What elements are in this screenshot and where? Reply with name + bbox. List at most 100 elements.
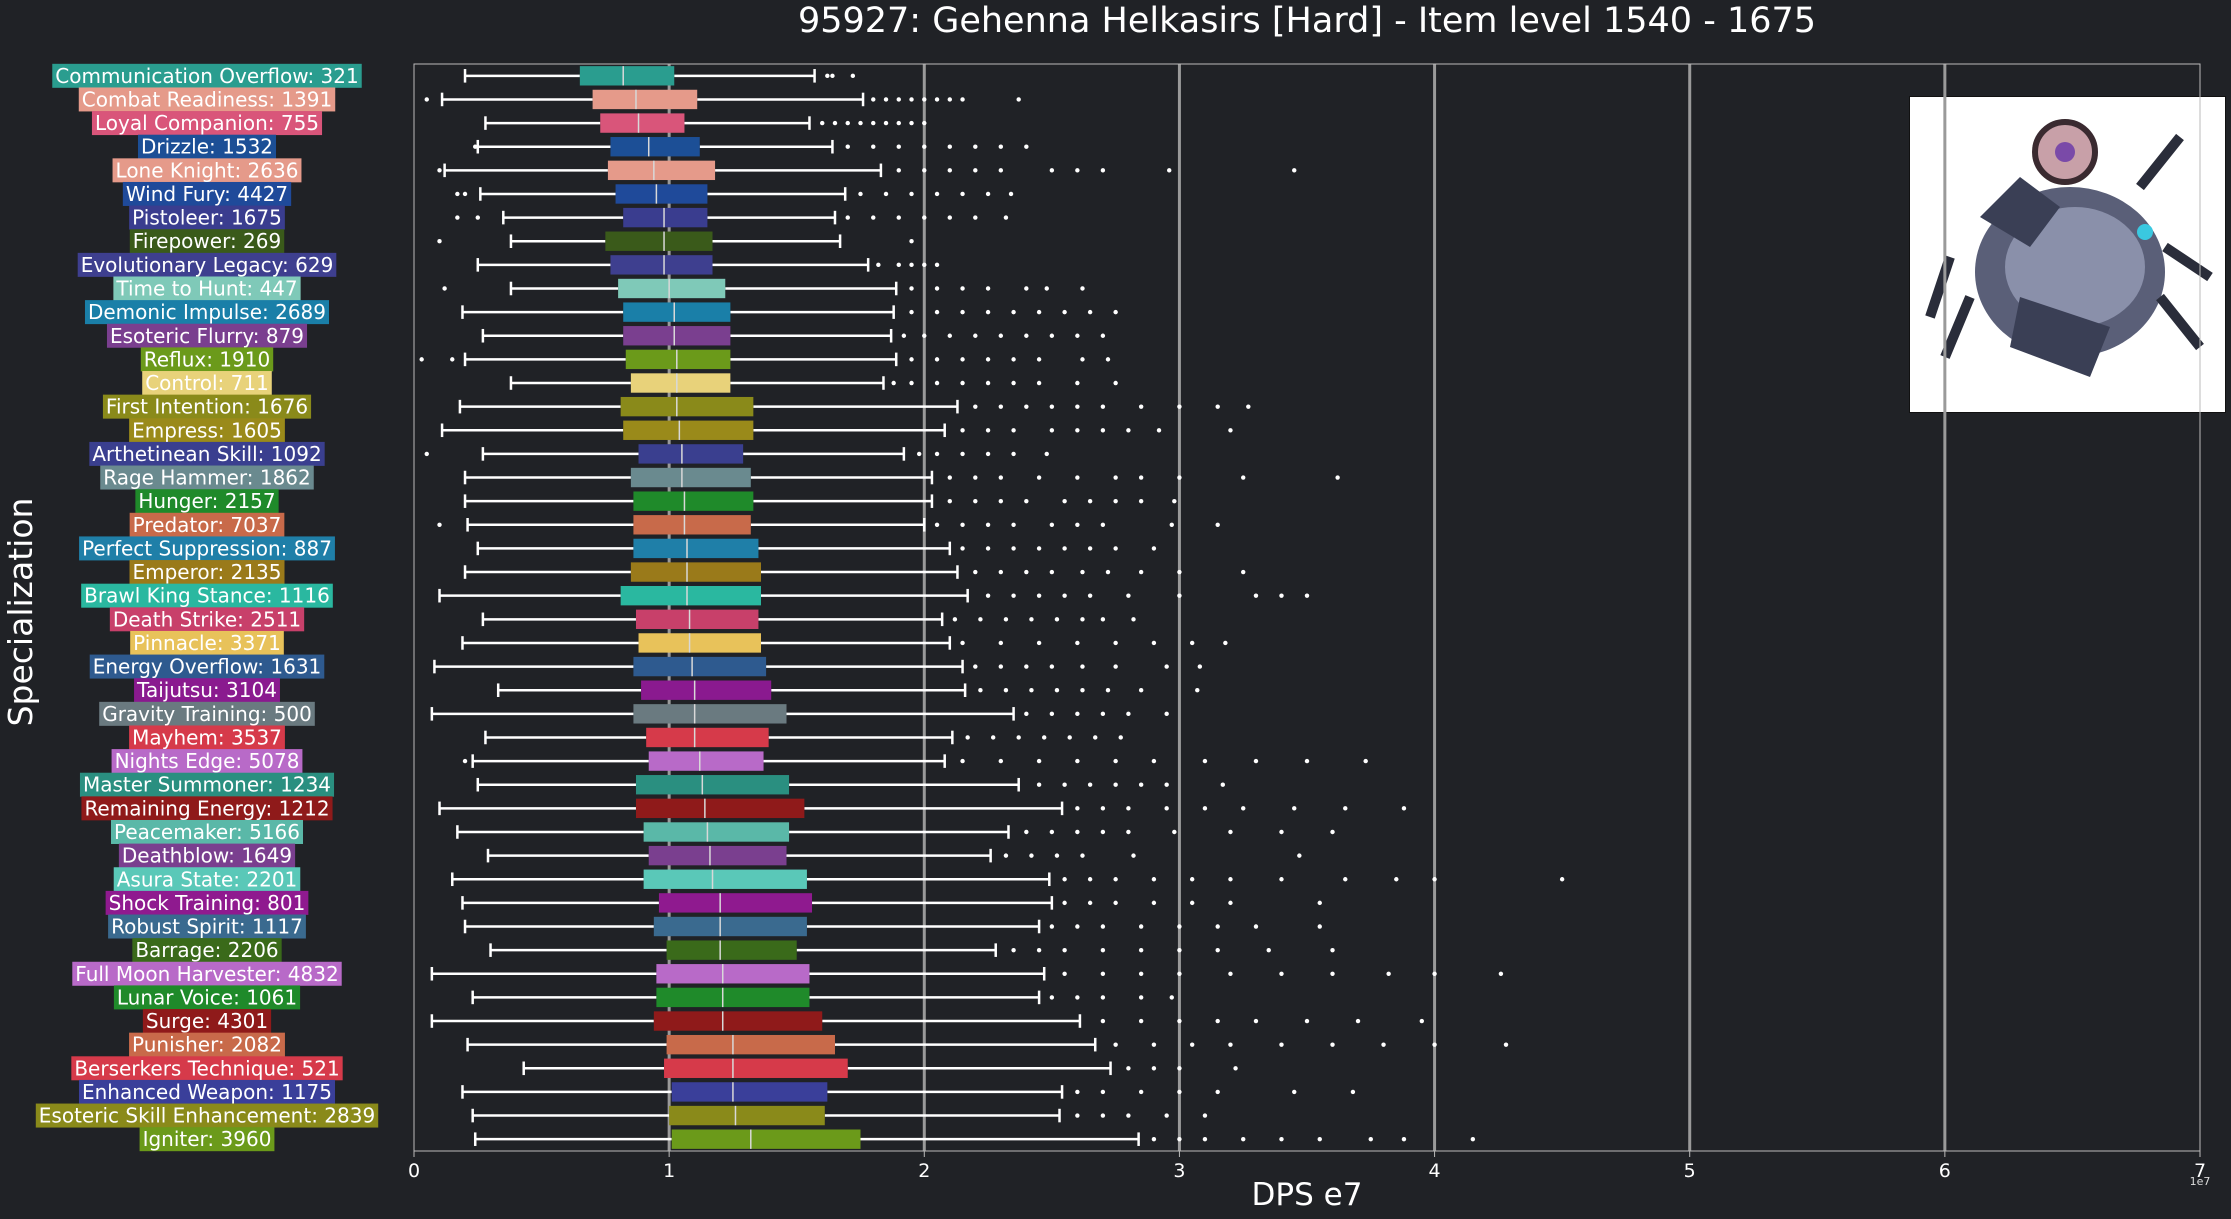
box [656, 987, 810, 1008]
outlier-point [1292, 168, 1297, 173]
box-row [461, 893, 1322, 913]
outlier-point [1049, 333, 1055, 338]
outlier-point [1215, 947, 1220, 953]
box [635, 609, 759, 630]
outlier-point [960, 357, 965, 362]
outlier-point [896, 120, 901, 126]
outlier-point [1024, 286, 1029, 291]
outlier-point [1292, 1089, 1297, 1095]
grid-lines [413, 64, 2201, 1157]
outlier-point [871, 215, 876, 220]
outlier-point [1297, 853, 1302, 858]
y-tick-label: Emperor: 2135 [132, 560, 281, 584]
outlier-point [1138, 1089, 1144, 1095]
outlier-point [973, 144, 978, 149]
y-tick-label-bg [99, 701, 315, 726]
outlier-point [922, 333, 927, 338]
outlier-point [1036, 380, 1042, 386]
x-tick-label: 7 [2194, 1160, 2206, 1182]
y-tick-label-group: Master Summoner: 1234 [79, 772, 335, 797]
y-tick-label-bg [72, 961, 342, 986]
box-row [466, 1034, 1509, 1055]
outlier-point [934, 309, 940, 315]
outlier-point [1024, 664, 1029, 669]
y-tick-label-group: Taijutsu: 3104 [134, 678, 280, 703]
outlier-point [1008, 191, 1014, 197]
outlier-point [922, 97, 927, 102]
y-tick-label: Communication Overflow: 321 [55, 64, 358, 88]
outlier-point [1113, 380, 1118, 386]
y-tick-label-group: Loyal Companion: 755 [91, 111, 323, 136]
outlier-point [1228, 877, 1233, 882]
x-tick-label: 3 [1173, 1160, 1185, 1182]
y-tick-label-group: Evolutionary Legacy: 629 [77, 252, 337, 277]
outlier-point [1279, 1136, 1284, 1142]
y-tick-label-bg [129, 512, 285, 537]
outlier-point [1215, 522, 1220, 527]
outlier-point [947, 168, 952, 173]
outlier-point [1100, 806, 1106, 811]
outlier-point [1330, 1042, 1335, 1047]
outlier-point [1049, 995, 1055, 1000]
y-tick-label: Empress: 1605 [132, 418, 282, 442]
outlier-point [1189, 900, 1195, 906]
outlier-point [1036, 546, 1042, 551]
outlier-point [1304, 758, 1310, 764]
outlier-point [1138, 971, 1144, 976]
outlier-point [909, 380, 914, 386]
outlier-point [1138, 947, 1144, 953]
y-tick-label-group: Robust Spirit: 1117 [108, 914, 306, 939]
outlier-point [1016, 735, 1021, 740]
outlier-point [1343, 806, 1348, 811]
outlier-point [896, 262, 901, 268]
outlier-point [419, 357, 424, 362]
box [648, 845, 787, 866]
outlier-point [1087, 498, 1093, 504]
outlier-point [1075, 428, 1080, 433]
box-row [430, 704, 1169, 724]
y-tick-label-bg [52, 63, 362, 88]
outlier-point [1279, 829, 1284, 835]
outlier-point [1138, 569, 1144, 575]
outlier-point [1100, 971, 1106, 976]
y-tick-label-group: Demonic Impulse: 2689 [84, 300, 330, 325]
y-tick-label-group: Enhanced Weapon: 1175 [78, 1079, 336, 1104]
outlier-point [850, 73, 856, 79]
outlier-point [978, 688, 983, 693]
outlier-point [1113, 546, 1118, 551]
outlier-point [998, 333, 1004, 338]
y-tick-label-bg [129, 229, 285, 254]
box-row [437, 231, 914, 251]
outlier-point [1044, 451, 1049, 457]
outlier-point [1075, 475, 1080, 480]
outlier-point [1075, 924, 1080, 929]
y-tick-label-bg [78, 87, 336, 112]
x-tick-labels: 0 1 2 3 4 5 6 7 [408, 1160, 2206, 1182]
outlier-point [1075, 1089, 1080, 1095]
box-row [437, 160, 1297, 181]
outlier-point [437, 522, 442, 527]
y-tick-label-group: Time to Hunt: 447 [113, 276, 301, 301]
outlier-point [916, 451, 922, 457]
outlier-point [1177, 971, 1182, 976]
box-row [484, 727, 1123, 748]
box-row [430, 964, 1504, 984]
outlier-point [973, 404, 978, 409]
outlier-point [973, 168, 978, 173]
outlier-point [1011, 380, 1016, 386]
outlier-point [1113, 877, 1118, 882]
outlier-point [1279, 877, 1284, 882]
outlier-point [1080, 357, 1085, 362]
y-tick-label: Esoteric Flurry: 879 [110, 324, 304, 348]
outlier-point [1189, 640, 1195, 646]
outlier-point [990, 735, 996, 740]
outlier-point [1498, 971, 1504, 976]
outlier-point [1177, 475, 1182, 480]
outlier-point [1011, 947, 1016, 953]
outlier-point [1138, 1018, 1144, 1024]
outlier-point [1202, 1136, 1208, 1142]
y-tick-label-group: Rage Hammer: 1862 [100, 465, 314, 490]
chart-title: 95927: Gehenna Helkasirs [Hard] - Item l… [798, 1, 1816, 41]
y-tick-label-bg [79, 772, 335, 797]
outlier-point [1036, 782, 1042, 787]
